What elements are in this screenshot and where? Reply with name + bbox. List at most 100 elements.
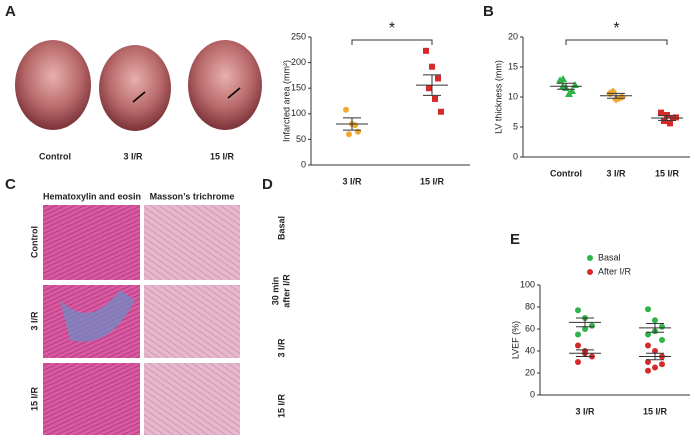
row-label: 15 I/R (29, 386, 39, 411)
data-point (352, 122, 358, 129)
y-axis-label: LVEF (%) (510, 321, 520, 359)
data-point (645, 367, 651, 374)
panel-letter: D (262, 176, 273, 193)
significance-bracket (565, 39, 668, 45)
data-point (435, 75, 441, 82)
histology-image (43, 363, 140, 435)
histology-image (43, 205, 140, 280)
data-point (667, 120, 673, 127)
data-point (659, 361, 665, 368)
data-point (661, 118, 667, 124)
x-tick-label: 15 I/R (420, 176, 445, 186)
significance: * (389, 20, 395, 37)
data-point (423, 47, 429, 54)
hearts: Control 3 I/R 15 I/R (15, 40, 262, 161)
fibrosis (60, 290, 135, 342)
data-point (659, 337, 665, 343)
legend-marker (587, 255, 593, 261)
letters: A B C D E (5, 3, 520, 248)
y-tick-label: 0 (513, 151, 518, 161)
y-tick-label: 20 (508, 31, 518, 41)
data-point (559, 75, 567, 82)
data-point (575, 342, 581, 349)
row-label: 3 I/R (29, 311, 39, 331)
heart-photo (99, 45, 171, 131)
y-tick-label: 40 (525, 345, 535, 355)
y-tick-label: 80 (525, 301, 535, 311)
data-point (429, 63, 435, 70)
x-tick-label: 15 I/R (643, 406, 668, 416)
panel-letter: A (5, 3, 16, 20)
data-point (571, 81, 579, 88)
significance-bracket (351, 39, 433, 45)
data-point (343, 106, 349, 113)
y-axis-label: Infarcted area (mm²) (281, 60, 291, 142)
histology: Hematoxylin and eosin Masson’s trichrome… (29, 191, 240, 435)
data-point (355, 128, 361, 135)
y-tick-label: 50 (296, 134, 306, 144)
y-tick-label: 100 (291, 108, 306, 118)
legend-label: After I/R (598, 266, 632, 276)
data-point (438, 108, 444, 115)
significance: * (613, 20, 619, 37)
data-point (575, 359, 581, 365)
data-point (565, 90, 573, 97)
histology-image (144, 285, 240, 358)
panel-letter: C (5, 176, 16, 193)
row-label: 30 min (270, 277, 280, 306)
y-tick-label: 60 (525, 323, 535, 333)
data-point (645, 331, 651, 338)
y-tick-label: 0 (301, 159, 306, 169)
heart-photo (188, 40, 262, 130)
data-point (426, 85, 432, 92)
ecg: Basal 30 min after I/R 3 I/R 15 I/R (270, 216, 291, 418)
panel-letter: E (510, 231, 520, 248)
histology-image (144, 363, 240, 435)
data-point (645, 359, 651, 365)
y-tick-label: 200 (291, 57, 306, 67)
x-tick-label: 3 I/R (342, 176, 362, 186)
data-point (652, 317, 658, 324)
heart-label: 15 I/R (210, 151, 235, 161)
y-axis-label: LV thickness (mm) (493, 60, 503, 134)
data-point (575, 307, 581, 314)
legend-label: Basal (598, 252, 621, 262)
row-label: Basal (276, 216, 286, 240)
heart-photo (15, 40, 91, 130)
y-tick-label: 15 (508, 61, 518, 71)
y-tick-label: 20 (525, 367, 535, 377)
data-point (659, 323, 665, 330)
data-point (589, 322, 595, 329)
data-point (432, 95, 438, 102)
row-label: 15 I/R (276, 393, 286, 418)
y-tick-label: 0 (530, 389, 535, 399)
x-tick-label: Control (550, 168, 582, 178)
column-header: Hematoxylin and eosin (43, 191, 141, 201)
arrow (227, 87, 241, 99)
data-point (346, 131, 352, 138)
y-tick-label: 100 (520, 279, 535, 289)
data-point (652, 348, 658, 354)
y-tick-label: 10 (508, 91, 518, 101)
heart-label: 3 I/R (123, 151, 143, 161)
data-point (673, 114, 679, 121)
histology-image (144, 205, 240, 280)
x-tick-label: 15 I/R (655, 168, 680, 178)
column-header: Masson’s trichrome (150, 191, 235, 201)
data-point (664, 112, 670, 118)
data-point (575, 331, 581, 338)
x-tick-label: 3 I/R (575, 406, 595, 416)
row-label: Control (29, 226, 39, 258)
arrow (132, 91, 146, 103)
data-point (645, 342, 651, 349)
data-point (645, 306, 651, 313)
data-point (652, 364, 658, 371)
heart-label: Control (39, 151, 71, 161)
y-tick-label: 250 (291, 31, 306, 41)
row-label: after I/R (281, 274, 291, 308)
data-point (658, 109, 664, 116)
y-tick-label: 150 (291, 83, 306, 93)
legend-marker (587, 269, 593, 275)
row-label: 3 I/R (276, 338, 286, 358)
